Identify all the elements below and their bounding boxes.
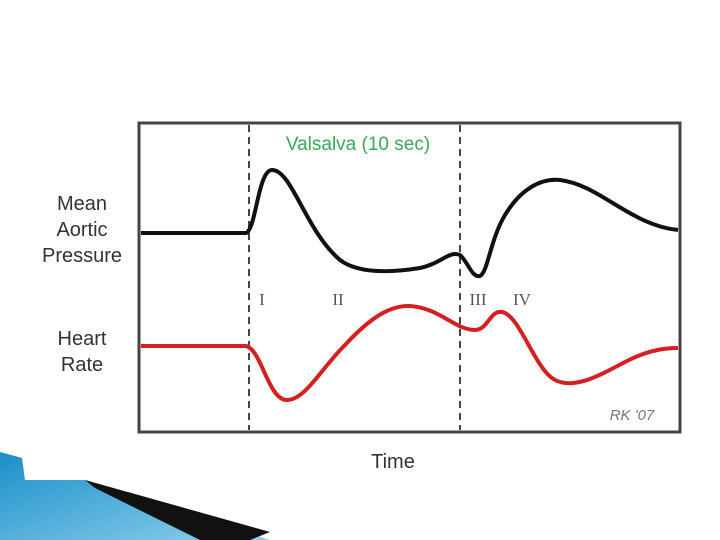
frame (137, 121, 682, 434)
phase-label: II (332, 290, 344, 309)
decoration (0, 452, 270, 540)
pressure-label: Mean (57, 193, 107, 215)
maneuver-label: Valsalva (10 sec) (286, 134, 430, 155)
phase-label: IV (513, 290, 532, 309)
decoration-wedge (85, 480, 270, 540)
phase-label: III (470, 290, 487, 309)
phase-label: I (259, 290, 265, 309)
x-axis-label: Time (371, 451, 415, 473)
pressure-label: Pressure (42, 245, 122, 267)
heart-rate-curve (141, 303, 679, 403)
signature: RK '07 (610, 407, 655, 424)
heart-rate-label: Heart (58, 328, 107, 350)
pressure-label: Aortic (56, 219, 107, 241)
heart-rate-label: Rate (61, 354, 103, 376)
pressure-curve (141, 167, 679, 279)
